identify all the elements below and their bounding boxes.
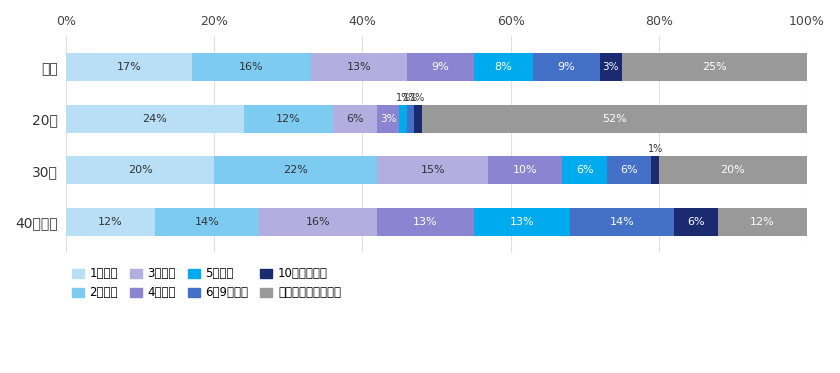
Bar [259,208,377,236]
Text: 20%: 20% [721,165,745,175]
Bar [659,156,807,185]
Bar [192,53,311,81]
Text: 12%: 12% [276,114,301,124]
Text: 3%: 3% [602,62,619,72]
Text: 20%: 20% [128,165,152,175]
Bar [155,208,259,236]
Bar [474,53,533,81]
Text: 6%: 6% [576,165,594,175]
Text: 16%: 16% [306,217,330,227]
Bar [533,53,600,81]
Text: 1%: 1% [411,93,426,103]
Bar [474,208,570,236]
Text: 15%: 15% [421,165,445,175]
Bar [407,104,414,133]
Text: 13%: 13% [346,62,371,72]
Bar [333,104,377,133]
Bar [244,104,333,133]
Text: 14%: 14% [194,217,219,227]
Bar [652,156,659,185]
Text: 1%: 1% [403,93,418,103]
Text: 17%: 17% [117,62,141,72]
Bar [311,53,407,81]
Legend: 1回ある, 2回ある, 3回ある, 4回ある, 5回ある, 6～9回ある, 10回以上ある, 転職したことはない: 1回ある, 2回ある, 3回ある, 4回ある, 5回ある, 6～9回ある, 10… [72,267,341,299]
Text: 6%: 6% [687,217,705,227]
Text: 9%: 9% [557,62,575,72]
Text: 13%: 13% [509,217,534,227]
Text: 6%: 6% [621,165,638,175]
Text: 16%: 16% [239,62,264,72]
Text: 22%: 22% [283,165,308,175]
Bar [563,156,607,185]
Text: 12%: 12% [98,217,123,227]
Text: 25%: 25% [702,62,727,72]
Text: 9%: 9% [432,62,449,72]
Text: 14%: 14% [609,217,634,227]
Bar [674,208,718,236]
Text: 10%: 10% [513,165,538,175]
Bar [214,156,377,185]
Text: 1%: 1% [396,93,411,103]
Bar [377,104,400,133]
Text: 3%: 3% [380,114,396,124]
Bar [488,156,563,185]
Text: 52%: 52% [602,114,627,124]
Bar [570,208,674,236]
Bar [377,208,474,236]
Bar [422,104,807,133]
Text: 1%: 1% [648,144,663,154]
Text: 24%: 24% [143,114,167,124]
Text: 12%: 12% [750,217,775,227]
Bar [400,104,407,133]
Bar [377,156,488,185]
Bar [407,53,474,81]
Text: 6%: 6% [346,114,364,124]
Text: 13%: 13% [413,217,438,227]
Bar [607,156,652,185]
Bar [66,208,155,236]
Bar [718,208,807,236]
Bar [66,104,244,133]
Text: 8%: 8% [494,62,512,72]
Bar [600,53,622,81]
Bar [66,53,192,81]
Bar [66,156,214,185]
Bar [414,104,422,133]
Bar [622,53,807,81]
